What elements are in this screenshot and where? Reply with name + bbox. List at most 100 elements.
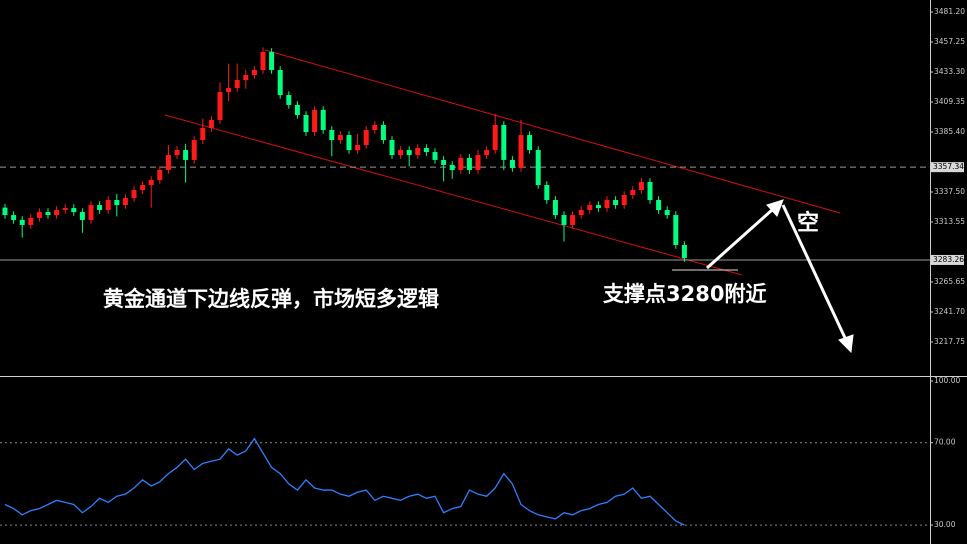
candle-body (105, 200, 111, 211)
candle-body (294, 104, 300, 115)
annotation: 支撑点3280附近 (603, 282, 766, 306)
candle-body (518, 135, 524, 168)
candle-body (389, 140, 395, 156)
y-tick-label: 3385.40 (934, 127, 965, 136)
candle-body (423, 148, 429, 153)
candle-body (62, 208, 68, 211)
candle-body (647, 181, 653, 201)
arrows (706, 199, 854, 354)
candle-body (484, 150, 490, 156)
candle-body (183, 150, 189, 160)
y-tick-label: 3337.50 (934, 187, 965, 196)
candle-body (501, 124, 507, 160)
candle-body (71, 208, 77, 213)
candle-body (11, 215, 17, 220)
candle-body (277, 70, 283, 96)
candle-body (312, 109, 318, 133)
y-tick-label: 3409.35 (934, 97, 965, 106)
channel-lower (164, 114, 743, 276)
candle-body (208, 119, 214, 129)
indicator-line (4, 437, 685, 526)
candle-body (535, 150, 541, 185)
candle-body (157, 169, 163, 180)
price-label-box (931, 162, 964, 173)
candle-body (527, 135, 533, 151)
price-label: 3283.26 (933, 255, 964, 264)
candle-body (122, 198, 128, 206)
candle-body (681, 244, 687, 259)
candle-body (458, 157, 464, 170)
arrow-head (838, 334, 854, 354)
candle-body (346, 135, 352, 151)
candle-body (372, 124, 378, 131)
channel-upper (264, 49, 841, 214)
candle-body (398, 150, 404, 156)
y-tick-label: 3217.75 (934, 337, 965, 346)
candle-body (36, 212, 42, 218)
candle-body (673, 215, 679, 245)
candle-body (165, 155, 171, 170)
candle-body (88, 205, 94, 220)
candle-body (664, 210, 670, 216)
candle-body (552, 200, 558, 216)
candle-body (226, 88, 232, 93)
candle-body (441, 159, 447, 165)
candle-body (140, 184, 146, 191)
candle-body (363, 130, 369, 146)
arrow-down (781, 204, 848, 341)
candle-body (79, 212, 85, 220)
candle-body (174, 150, 180, 156)
candle-body (45, 212, 51, 216)
candle-body (355, 145, 361, 151)
candle-body (432, 152, 438, 160)
candle-body (449, 164, 455, 170)
candle-body (415, 148, 421, 156)
price-label-box (931, 254, 964, 265)
candle-body (604, 200, 610, 209)
candle-body (114, 200, 120, 206)
candle-body (19, 219, 25, 225)
candle-body (131, 190, 137, 199)
candle-body (380, 124, 386, 141)
candle-body (191, 140, 197, 160)
annotation: 黄金通道下边线反弹，市场短多逻辑 (103, 287, 439, 311)
candle-body (2, 207, 8, 216)
candle-body (329, 130, 335, 141)
y-tick-label: 3481.20 (934, 7, 965, 16)
candle-body (466, 157, 472, 170)
candle-body (544, 184, 550, 201)
y-tick-label: 30.00 (934, 520, 956, 529)
candle-body (587, 205, 593, 211)
candle-body (234, 80, 240, 89)
y-tick-label: 3265.65 (934, 277, 965, 286)
candle-body (269, 51, 275, 71)
candle-body (630, 190, 636, 196)
candle-body (148, 179, 154, 185)
candle-body (97, 205, 103, 211)
candle-body (509, 159, 515, 168)
candle-body (406, 150, 412, 156)
candle-body (621, 195, 627, 206)
y-tick-label: 3457.25 (934, 37, 965, 46)
candle-body (200, 128, 206, 141)
candle-body (656, 200, 662, 211)
candle-body (286, 95, 292, 105)
y-tick-label: 3433.30 (934, 67, 965, 76)
candle-body (337, 135, 343, 141)
candle-body (260, 51, 266, 71)
candle-body (475, 155, 481, 170)
candle-body (578, 210, 584, 216)
price-label: 3357.34 (933, 162, 964, 171)
y-tick-label: 100.00 (934, 376, 960, 385)
candle-body (638, 181, 644, 191)
candle-body (492, 124, 498, 151)
candle-body (54, 210, 60, 216)
y-tick-label: 70.00 (934, 438, 956, 447)
arrow-head (766, 199, 784, 217)
candle-body (28, 217, 34, 225)
candle-body (570, 215, 576, 225)
candle-body (320, 109, 326, 131)
y-tick-label: 3313.55 (934, 217, 965, 226)
